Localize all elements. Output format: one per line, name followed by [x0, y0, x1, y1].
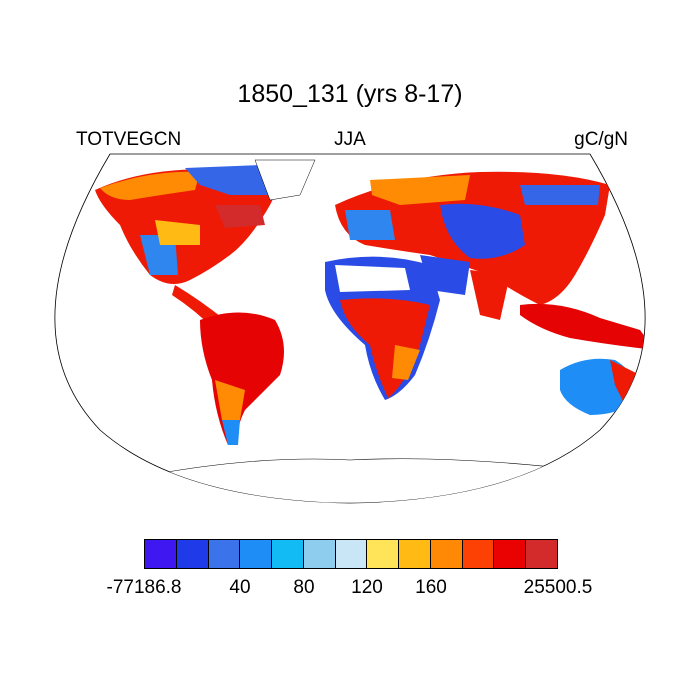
units-label: gC/gN [574, 129, 628, 150]
colorbar-swatch-9 [430, 540, 463, 568]
colorbar-swatch-5 [303, 540, 336, 568]
colorbar-swatch-4 [272, 540, 304, 568]
colorbar-label: -77186.8 [106, 577, 182, 598]
colorbar-swatch-3 [240, 540, 273, 568]
greenland [254, 159, 316, 201]
colorbar-swatch-12 [526, 540, 557, 568]
southeast-asia [520, 303, 646, 350]
colorbar [144, 539, 558, 569]
africa [325, 255, 510, 400]
colorbar-swatch-10 [462, 540, 495, 568]
colorbar-swatch-7 [367, 540, 400, 568]
map-title: 1850_131 (yrs 8-17) [237, 80, 463, 108]
colorbar-swatch-11 [494, 540, 527, 568]
colorbar-swatch-8 [399, 540, 431, 568]
colorbar-label: 80 [293, 577, 315, 598]
colorbar-label: 120 [351, 577, 383, 598]
season-label: JJA [334, 129, 366, 150]
colorbar-label: 25500.5 [523, 577, 593, 598]
south-america [200, 312, 284, 445]
colorbar-swatch-6 [335, 540, 368, 568]
colorbar-label: 40 [229, 577, 251, 598]
colorbar-swatch-0 [145, 540, 177, 568]
colorbar-swatch-2 [208, 540, 241, 568]
eurasia [335, 171, 610, 305]
colorbar-label: 160 [415, 577, 447, 598]
variable-label: TOTVEGCN [76, 129, 182, 150]
colorbar-swatch-1 [176, 540, 209, 568]
